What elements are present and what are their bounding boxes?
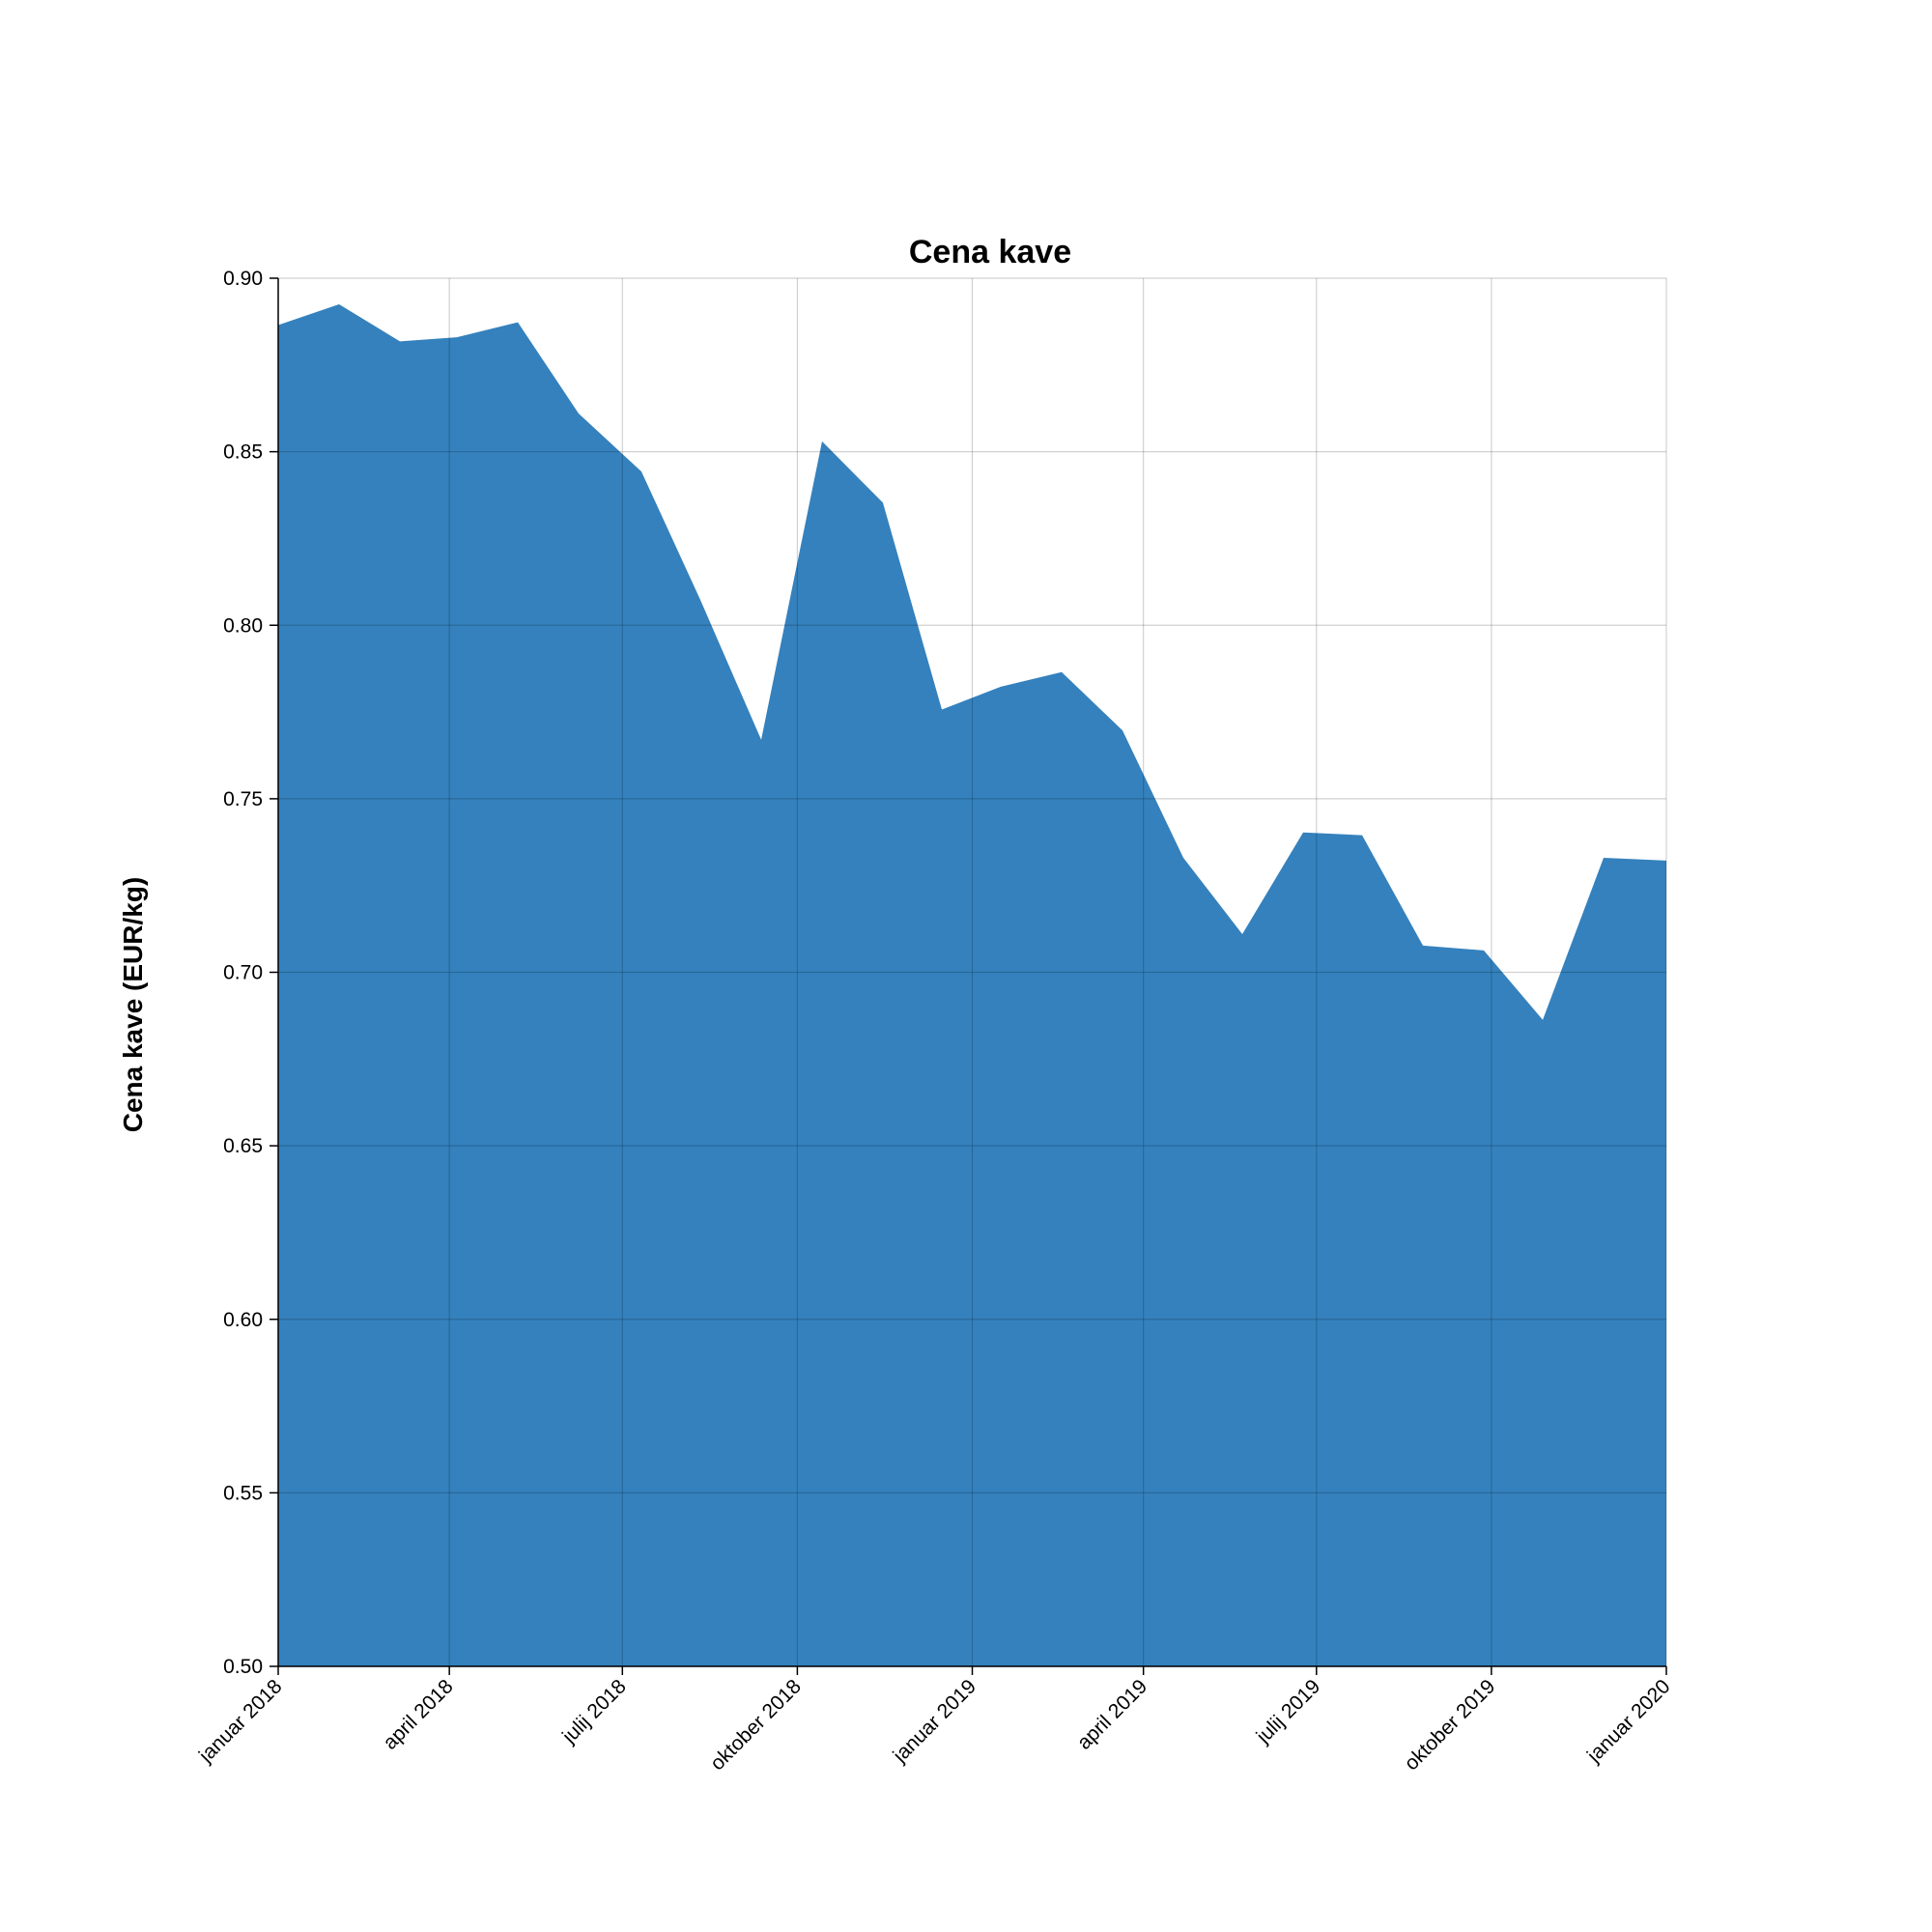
chart-title: Cena kave xyxy=(909,234,1071,270)
y-tick-label-2: 0.60 xyxy=(223,1309,263,1331)
y-tick-label-0: 0.50 xyxy=(223,1656,263,1678)
x-tick-label-6: julij 2019 xyxy=(1252,1675,1325,1748)
y-tick-label-4: 0.70 xyxy=(223,962,263,984)
x-tick-label-3: oktober 2018 xyxy=(706,1675,806,1775)
x-tick-label-0: januar 2018 xyxy=(194,1675,286,1767)
y-tick-label-8: 0.90 xyxy=(223,268,263,290)
y-tick-label-6: 0.80 xyxy=(223,614,263,637)
area-series xyxy=(278,303,1666,1667)
y-axis-label: Cena kave (EUR/kg) xyxy=(118,877,148,1133)
x-tick-label-2: julij 2018 xyxy=(557,1675,631,1748)
x-tick-label-4: januar 2019 xyxy=(889,1675,980,1767)
y-tick-label-3: 0.65 xyxy=(223,1135,263,1157)
y-tick-label-1: 0.55 xyxy=(223,1482,263,1504)
y-tick-label-5: 0.75 xyxy=(223,788,263,810)
x-tick-label-7: oktober 2019 xyxy=(1400,1675,1499,1775)
x-tick-label-1: april 2018 xyxy=(379,1675,457,1753)
area-layer xyxy=(278,303,1666,1667)
y-tick-label-7: 0.85 xyxy=(223,441,263,464)
x-tick-label-8: januar 2020 xyxy=(1582,1675,1674,1767)
x-tick-label-5: april 2019 xyxy=(1073,1675,1151,1753)
